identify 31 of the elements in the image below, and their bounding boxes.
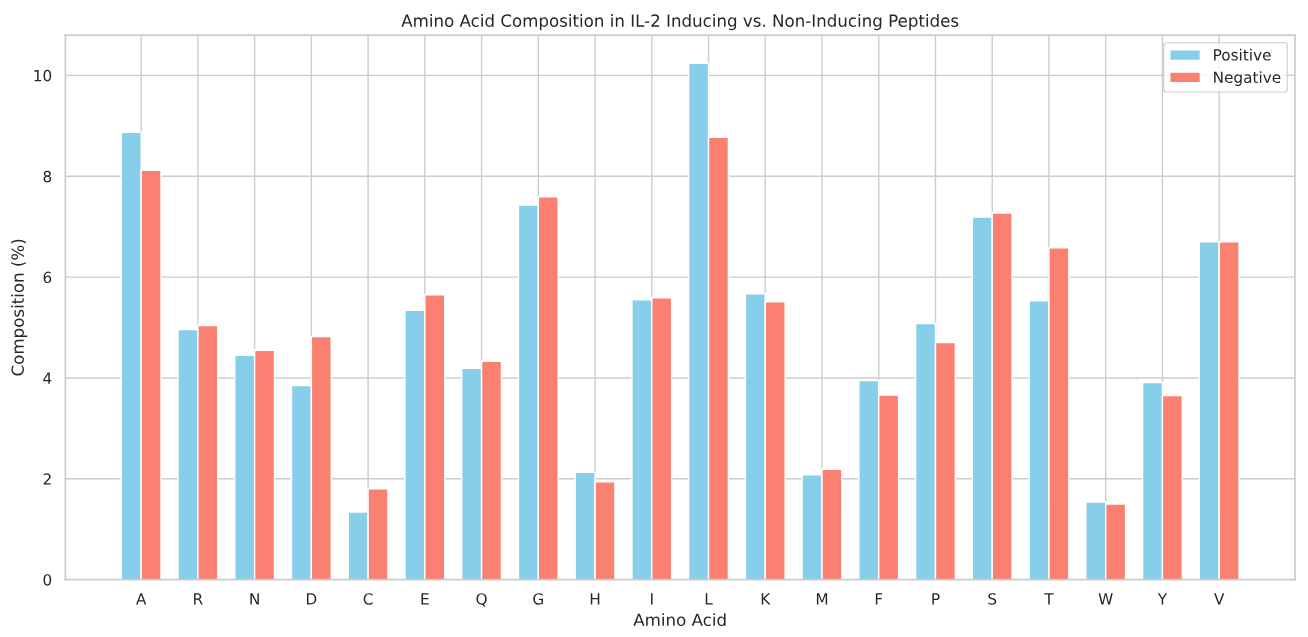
x-tick-label: C [363, 593, 373, 605]
x-tick-label: A [136, 593, 147, 605]
x-tick-label: R [194, 593, 203, 605]
x-tick-label: E [421, 593, 429, 605]
y-tick-label: 6 [43, 271, 52, 284]
x-tick-label: Y [1157, 593, 1168, 605]
y-tick-label: 8 [43, 170, 52, 183]
x-tick-label: D [306, 593, 317, 605]
x-tick-label: G [533, 593, 543, 605]
x-tick-label: T [1044, 593, 1054, 605]
chart-title: Amino Acid Composition in IL-2 Inducing vs. Non-Inducing Peptides [401, 14, 959, 31]
x-tick-label: H [590, 593, 600, 605]
x-axis-title: Amino Acid [633, 613, 726, 627]
x-tick-label: I [651, 593, 653, 605]
x-tick-label: N [250, 593, 259, 605]
y-axis-title: Composition (%) [11, 239, 28, 376]
y-tick-label: 0 [43, 574, 52, 586]
y-tick-label: 10 [34, 69, 52, 82]
x-tick-label: Q [476, 593, 487, 607]
x-tick-label: S [988, 593, 997, 605]
x-tick-label: L [705, 593, 713, 605]
legend-label: Negative [1214, 71, 1281, 86]
x-tick-label: K [761, 593, 771, 605]
x-tick-label: P [932, 593, 940, 605]
y-tick-label: 4 [43, 372, 52, 384]
x-tick-label: W [1098, 593, 1113, 605]
x-tick-label: F [875, 593, 883, 605]
x-tick-label: M [816, 593, 828, 605]
legend-label: Positive [1214, 48, 1271, 61]
y-tick-label: 2 [43, 473, 51, 485]
x-tick-label: V [1214, 593, 1225, 605]
